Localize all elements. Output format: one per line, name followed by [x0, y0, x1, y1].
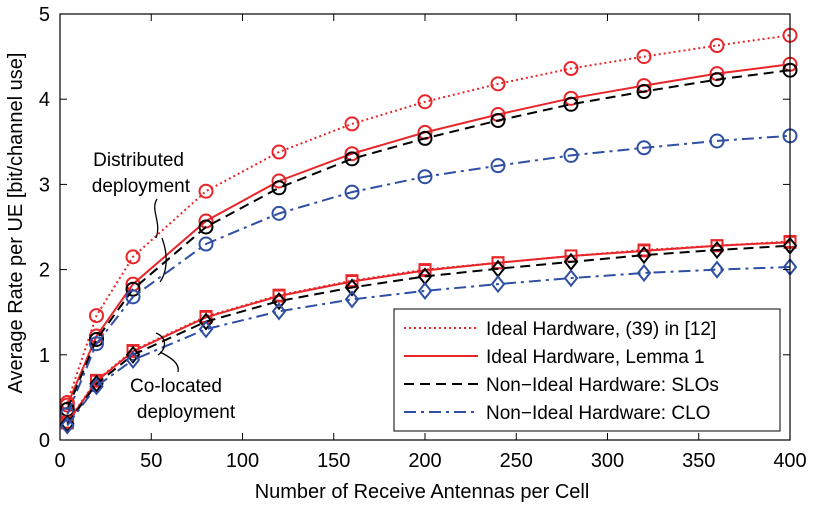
- legend-label: Ideal Hardware, Lemma 1: [486, 347, 705, 368]
- legend-label: Non−Ideal Hardware: CLO: [486, 403, 710, 424]
- data-point: [563, 90, 579, 106]
- data-point: [272, 289, 286, 303]
- y-tick-label: 3: [39, 174, 50, 196]
- data-point: [60, 416, 75, 435]
- annotation-distributed-brace: [154, 198, 159, 239]
- data-point: [198, 236, 214, 252]
- data-point: [198, 219, 214, 235]
- x-tick-label: 0: [54, 450, 65, 472]
- legend-box: [393, 308, 781, 432]
- data-point: [89, 374, 104, 393]
- data-point: [637, 244, 651, 258]
- data-point: [271, 180, 287, 196]
- data-point: [89, 336, 104, 352]
- data-point: [89, 331, 104, 347]
- data-point: [344, 146, 360, 162]
- data-point: [563, 147, 579, 163]
- y-tick-label: 2: [39, 260, 50, 282]
- data-point: [344, 290, 360, 309]
- data-point: [271, 205, 287, 221]
- x-axis-label: Number of Receive Antennas per Cell: [255, 481, 590, 503]
- legend-label: Non−Ideal Hardware: SLOs: [486, 375, 719, 396]
- data-point: [636, 140, 652, 156]
- data-point: [417, 281, 433, 301]
- data-point: [271, 144, 287, 160]
- annotation-distributed-pointer: [159, 237, 167, 283]
- plot-area: [59, 27, 798, 435]
- annotation-colocated-brace: [155, 332, 166, 356]
- x-tick-label: 300: [591, 450, 624, 472]
- data-point: [490, 113, 506, 128]
- x-tick-label: 200: [408, 450, 441, 472]
- data-point: [59, 397, 75, 413]
- legend-label: Ideal Hardware, (39) in [12]: [486, 319, 716, 340]
- data-point: [709, 72, 725, 88]
- data-point: [490, 76, 506, 92]
- data-point: [709, 240, 725, 260]
- series-3-distributed: [59, 128, 798, 422]
- x-tick-label: 400: [773, 450, 806, 472]
- data-point: [89, 377, 104, 396]
- annotation-colocated-pointer: [159, 351, 179, 373]
- data-point: [563, 269, 579, 288]
- data-point: [490, 158, 506, 174]
- data-point: [271, 292, 287, 311]
- annotation-colocated-line2: deployment: [137, 402, 236, 423]
- x-tick-label: 250: [500, 450, 533, 472]
- data-point: [344, 151, 360, 167]
- x-tick-label: 150: [317, 450, 350, 472]
- x-tick-label: 350: [682, 450, 715, 472]
- x-tick-label: 100: [226, 450, 259, 472]
- data-point: [563, 96, 579, 112]
- data-point: [271, 173, 287, 189]
- data-point: [125, 249, 141, 265]
- series-line: [66, 266, 791, 427]
- y-tick-label: 0: [39, 430, 50, 452]
- data-point: [563, 61, 579, 77]
- x-tick-label: 50: [140, 450, 162, 472]
- annotation-distributed-line1: Distributed: [93, 150, 184, 171]
- series-line: [66, 69, 791, 410]
- data-point: [417, 94, 433, 110]
- data-point: [198, 312, 214, 331]
- y-axis-label: Average Rate per UE [bit/channel use]: [5, 53, 27, 394]
- data-point: [636, 84, 652, 100]
- series-line: [66, 134, 791, 415]
- data-point: [636, 246, 652, 265]
- data-point: [89, 308, 104, 324]
- data-point: [125, 350, 141, 370]
- data-point: [417, 130, 433, 146]
- data-point: [636, 49, 652, 65]
- data-point: [490, 274, 506, 294]
- annotations: Distributed deployment Co-located deploymen…: [92, 150, 236, 423]
- data-point: [198, 183, 214, 199]
- data-point: [417, 169, 433, 185]
- legend: Ideal Hardware, (39) in [12] Ideal Hardwa…: [393, 308, 781, 432]
- data-point: [125, 345, 141, 364]
- axes: 0 50 100 150 200 250 300 350 400 0 1 2 3 4 5: [39, 4, 807, 472]
- y-tick-label: 4: [39, 89, 50, 111]
- data-point: [709, 38, 725, 54]
- y-tick-label: 1: [39, 345, 50, 367]
- data-point: [636, 263, 652, 283]
- data-point: [709, 133, 725, 149]
- series-0-distributed: [59, 27, 798, 411]
- data-point: [709, 260, 725, 279]
- data-point: [198, 320, 214, 339]
- series-7-co-located: [60, 257, 798, 435]
- data-point: [344, 116, 360, 132]
- annotation-distributed-line2: deployment: [92, 176, 191, 197]
- data-point: [710, 239, 724, 253]
- data-point: [344, 278, 360, 297]
- annotation-colocated-line1: Co-located: [130, 376, 222, 397]
- data-point: [271, 302, 287, 321]
- data-point: [344, 184, 360, 200]
- data-point: [125, 289, 141, 305]
- y-tick-label: 5: [39, 4, 50, 26]
